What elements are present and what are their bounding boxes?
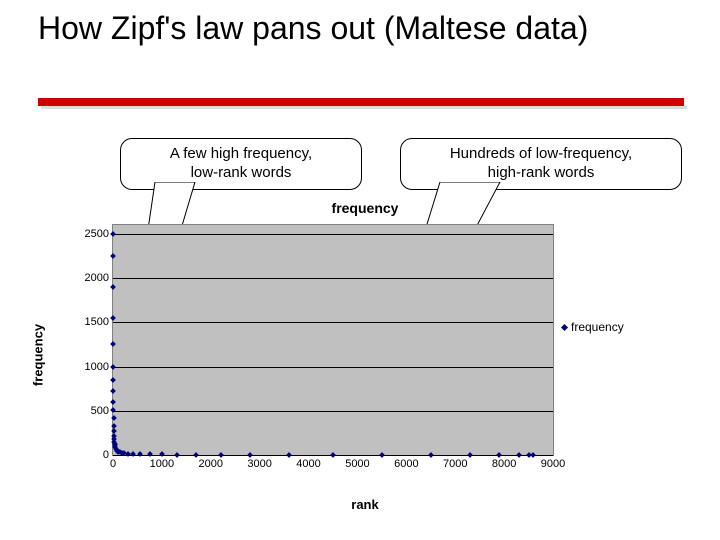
data-point (516, 452, 522, 458)
x-tick-label: 1000 (150, 458, 174, 470)
data-point (286, 452, 292, 458)
y-tick-label: 2000 (85, 272, 109, 284)
data-point (111, 407, 117, 413)
x-tick-label: 5000 (345, 458, 369, 470)
zipf-chart: frequency frequency 05001000150020002500… (60, 200, 670, 510)
data-point (159, 452, 165, 458)
data-point (531, 452, 537, 458)
y-axis-label: frequency (31, 324, 46, 386)
data-point (111, 388, 117, 394)
callout-text: high-rank words (411, 164, 671, 183)
y-tick-label: 0 (103, 449, 109, 461)
data-point (110, 231, 116, 237)
x-axis-label: rank (60, 497, 670, 512)
x-tick-label: 4000 (296, 458, 320, 470)
page-title: How Zipf's law pans out (Maltese data) (38, 10, 678, 48)
data-point (110, 364, 116, 370)
y-tick-label: 2500 (85, 228, 109, 240)
data-point (110, 315, 116, 321)
callout-text: Hundreds of low-frequency, (411, 145, 671, 164)
data-point (110, 284, 116, 290)
x-tick-label: 6000 (394, 458, 418, 470)
data-point (379, 452, 385, 458)
data-point (496, 452, 502, 458)
data-point (330, 452, 336, 458)
data-point (467, 452, 473, 458)
legend-marker-icon (561, 323, 568, 330)
x-tick-label: 9000 (541, 458, 565, 470)
gridline (113, 367, 553, 368)
data-point (193, 452, 199, 458)
gridline (113, 234, 553, 235)
title-underline (38, 98, 684, 106)
data-point (137, 451, 143, 457)
x-tick-label: 2000 (199, 458, 223, 470)
data-point (110, 377, 116, 383)
data-point (110, 253, 116, 259)
chart-title: frequency (60, 200, 670, 216)
x-tick-label: 7000 (443, 458, 467, 470)
gridline (113, 278, 553, 279)
y-tick-label: 1500 (85, 316, 109, 328)
data-point (218, 452, 224, 458)
gridline (113, 411, 553, 412)
chart-legend: frequency (562, 320, 624, 334)
y-tick-label: 500 (91, 405, 109, 417)
data-point (147, 451, 153, 457)
x-tick-label: 8000 (492, 458, 516, 470)
callout-text: A few high frequency, (131, 145, 351, 164)
x-tick-label: 3000 (247, 458, 271, 470)
data-point (110, 342, 116, 348)
data-point (174, 452, 180, 458)
data-point (111, 399, 117, 405)
y-tick-label: 1000 (85, 361, 109, 373)
legend-label: frequency (571, 320, 624, 334)
data-point (111, 415, 117, 421)
title-underline-shadow (41, 106, 687, 109)
x-tick-label: 0 (110, 458, 116, 470)
data-point (247, 452, 253, 458)
callout-text: low-rank words (131, 164, 351, 183)
plot-area: 0500100015002000250001000200030004000500… (112, 224, 554, 456)
data-point (428, 452, 434, 458)
gridline (113, 322, 553, 323)
